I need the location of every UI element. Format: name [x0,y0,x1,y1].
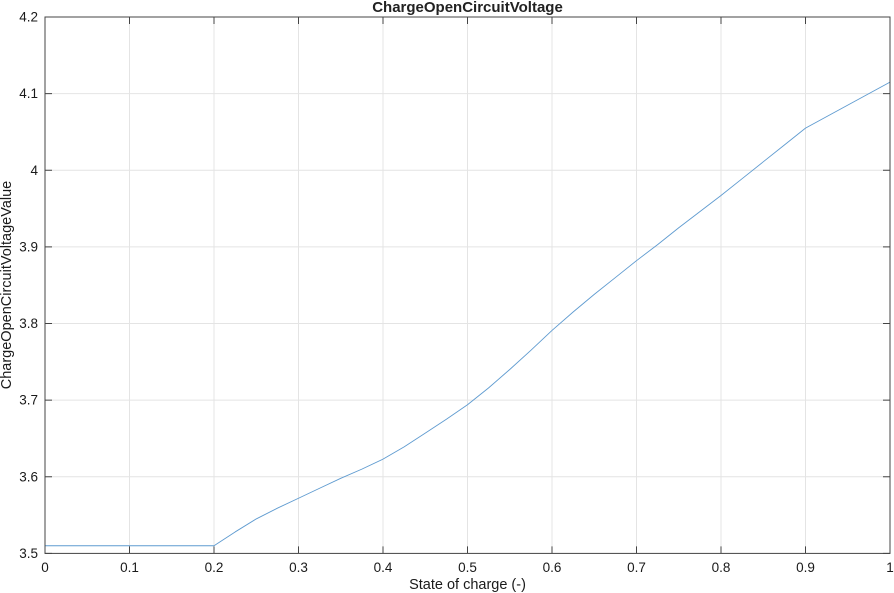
svg-text:0.6: 0.6 [543,560,562,575]
svg-text:1: 1 [886,560,894,575]
svg-text:0.2: 0.2 [205,560,224,575]
svg-text:0.3: 0.3 [289,560,308,575]
svg-text:ChargeOpenCircuitVoltage: ChargeOpenCircuitVoltage [372,0,563,16]
svg-text:0.4: 0.4 [374,560,393,575]
svg-text:0.1: 0.1 [120,560,139,575]
svg-text:3.5: 3.5 [19,546,38,561]
svg-text:0.7: 0.7 [627,560,646,575]
svg-text:0.5: 0.5 [458,560,477,575]
svg-text:4.1: 4.1 [19,86,38,101]
svg-text:4.2: 4.2 [19,10,38,25]
svg-text:0: 0 [41,560,49,575]
svg-text:4: 4 [30,163,38,178]
svg-text:0.8: 0.8 [712,560,731,575]
svg-text:0.9: 0.9 [796,560,815,575]
svg-text:State of charge (-): State of charge (-) [409,577,526,593]
svg-text:ChargeOpenCircuitVoltageValue: ChargeOpenCircuitVoltageValue [0,181,15,390]
svg-text:3.8: 3.8 [19,316,38,331]
svg-text:3.9: 3.9 [19,239,38,254]
svg-text:3.6: 3.6 [19,469,38,484]
svg-text:3.7: 3.7 [19,393,38,408]
